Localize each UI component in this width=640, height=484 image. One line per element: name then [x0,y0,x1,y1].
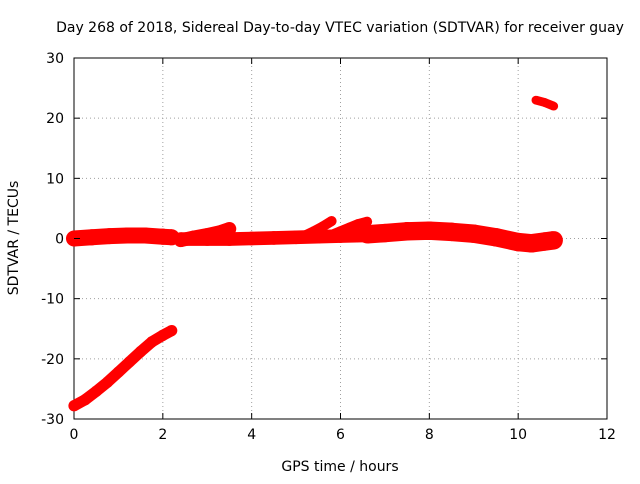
y-tick-label: 0 [55,232,64,248]
data-point [83,229,100,246]
data-point [317,221,328,232]
y-tick-label: -30 [41,412,64,428]
x-tick-label: 4 [247,427,256,443]
data-point [375,223,395,243]
data-point [119,227,136,244]
data-point [173,232,188,246]
grid-lines [74,58,607,419]
data-point [137,227,154,244]
data-point [362,216,373,227]
x-tick-label: 8 [425,427,434,443]
data-point [299,230,310,241]
chart-title: Day 268 of 2018, Sidereal Day-to-day VTE… [56,20,624,36]
y-axis-label: SDTVAR / TECUs [6,181,22,296]
data-point [420,221,439,240]
data-point [357,225,377,244]
data-point [308,226,319,237]
x-axis-label: GPS time / hours [281,459,398,475]
x-tick-label: 2 [158,427,167,443]
x-tick-label: 10 [509,427,527,443]
y-tick-label: -10 [41,292,64,308]
data-point [442,222,461,242]
data-point [112,366,125,378]
x-axis-ticks: 0 2 4 6 8 10 12 [70,58,616,443]
data-point [244,231,259,246]
data-point [353,219,364,230]
data-point [79,394,91,406]
data-point [166,324,178,337]
data-point [123,356,136,368]
data-point [68,400,80,412]
y-axis-ticks: -30 -20 -10 0 10 20 30 [41,51,607,428]
data-point [200,232,215,246]
data-point [486,228,506,247]
data-point [146,336,158,348]
data-point [101,376,113,388]
y-tick-label: -20 [41,352,64,368]
x-tick-label: 12 [598,427,616,443]
data-point [344,222,355,233]
data-point [335,226,346,237]
data-series [65,95,563,412]
data-point [289,230,303,245]
data-point [157,329,169,341]
y-tick-label: 20 [46,111,64,127]
data-point [549,101,559,111]
data-point [540,98,550,107]
data-point [326,229,337,240]
x-tick-label: 0 [70,427,79,443]
data-point [222,232,237,246]
y-tick-label: 30 [46,51,64,67]
data-point [90,385,102,397]
data-trace [71,325,175,411]
data-point [531,95,541,105]
data-point [135,346,147,358]
data-point [464,224,483,243]
data-point [267,231,281,245]
data-point [508,232,528,252]
data-point [544,231,563,250]
data-point [101,228,118,245]
x-tick-label: 6 [336,427,345,443]
y-tick-label: 10 [46,171,64,187]
data-point [397,222,417,241]
data-point [326,216,337,227]
